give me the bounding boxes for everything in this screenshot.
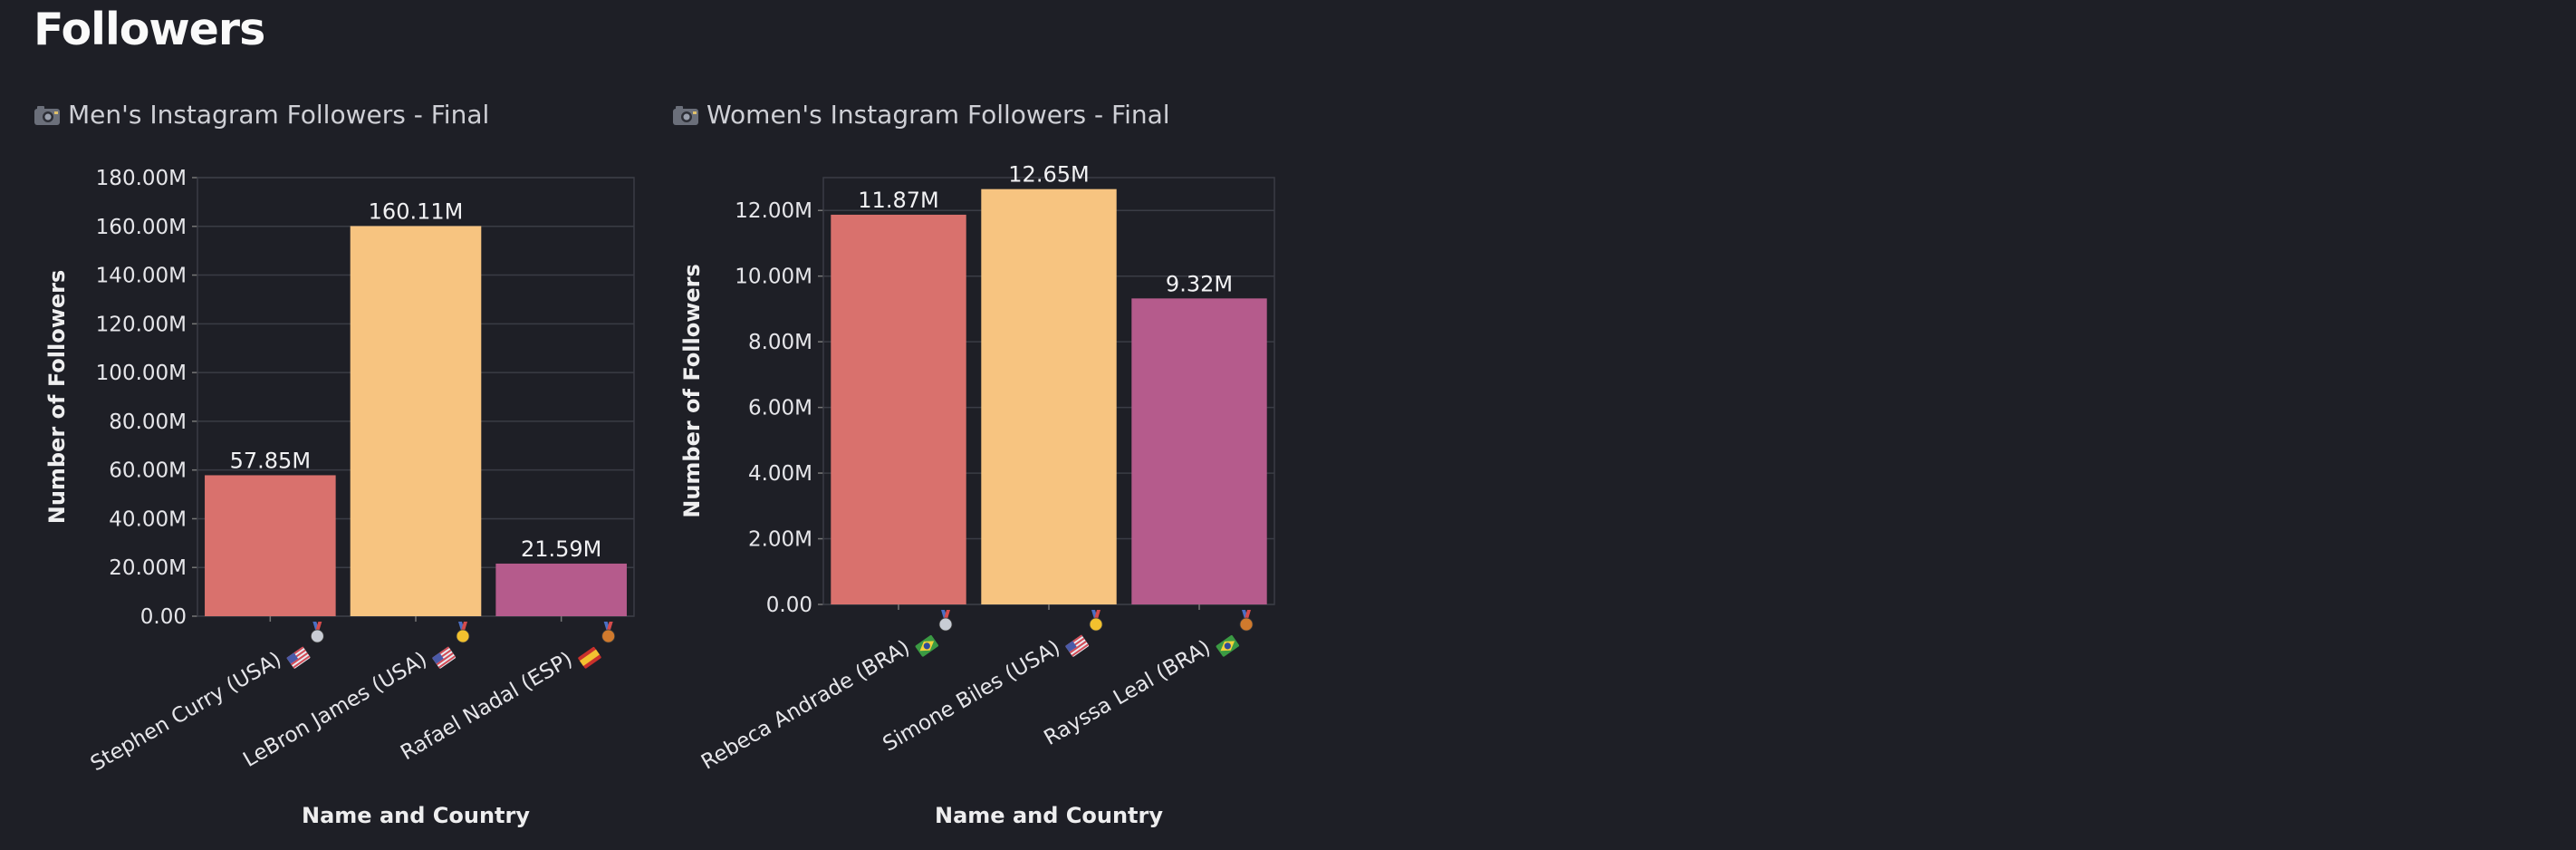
y-tick-label: 12.00M <box>735 199 812 223</box>
bar-value-label: 12.65M <box>1008 162 1089 188</box>
bar <box>205 475 336 616</box>
x-tick-label: Rebeca Andrade (BRA) <box>697 636 914 775</box>
us-flag-icon <box>286 646 311 669</box>
flag-stripe <box>1069 640 1087 654</box>
medal-disc <box>938 617 953 632</box>
y-tick-label: 20.00M <box>109 556 187 580</box>
flag-canton <box>432 652 444 664</box>
bar <box>981 188 1117 604</box>
y-tick-label: 60.00M <box>109 459 187 483</box>
medal-disc <box>1089 617 1103 632</box>
men-chart-block: Men's Instagram Followers - Final 0.00 20… <box>34 100 649 843</box>
women-chart-heading: Women's Instagram Followers - Final <box>672 100 1170 130</box>
y-axis-title: Number of Followers <box>679 264 705 518</box>
x-axis-title: Name and Country <box>302 803 530 828</box>
women-chart-block: Women's Instagram Followers - Final 0.00… <box>672 100 1306 843</box>
bar-value-label: 57.85M <box>230 448 311 473</box>
y-tick-label: 100.00M <box>96 362 187 385</box>
medal-disc <box>1239 617 1254 632</box>
women-followers-chart: 0.00 2.00M 4.00M 6.00M 8.00M 10.00M 12.00M 11.8… <box>679 162 1275 828</box>
y-tick-label: 0.00 <box>766 594 812 617</box>
y-tick-label: 6.00M <box>748 397 812 420</box>
medal-ribbon <box>944 610 950 619</box>
men-chart-title: Men's Instagram Followers - Final <box>68 100 490 130</box>
y-tick-label: 160.00M <box>96 216 187 239</box>
medal-disc <box>601 629 616 643</box>
gold-medal-icon <box>1089 610 1103 632</box>
y-tick-label: 40.00M <box>109 507 187 531</box>
y-tick-label: 0.00 <box>140 605 187 629</box>
x-axis: Rebeca Andrade (BRA)Simone Biles (USA)Ra… <box>697 604 1254 775</box>
x-tick-label: Rayssa Leal (BRA) <box>1040 636 1215 750</box>
bar-value-label: 160.11M <box>369 198 464 224</box>
medal-ribbon <box>315 622 322 631</box>
flag-stripe <box>290 652 309 666</box>
y-tick-label: 180.00M <box>96 167 187 190</box>
flag-stripe <box>293 655 311 669</box>
flag-canton <box>286 652 299 664</box>
medal-ribbon <box>1245 610 1251 619</box>
flag-canton <box>1065 641 1077 652</box>
flag-stripe <box>1071 643 1090 657</box>
bronze-medal-icon <box>601 622 616 643</box>
y-tick-label: 10.00M <box>735 266 812 289</box>
bars: 57.85M 160.11M 21.59M <box>205 198 627 616</box>
us-flag-icon <box>432 646 457 669</box>
x-axis-title: Name and Country <box>935 803 1163 828</box>
bar-value-label: 9.32M <box>1166 271 1233 296</box>
bar-value-label: 11.87M <box>858 188 938 213</box>
bronze-medal-icon <box>1239 610 1254 632</box>
flag-globe <box>923 642 930 650</box>
bar <box>831 214 966 604</box>
silver-medal-icon <box>310 622 324 643</box>
y-tick-label: 4.00M <box>748 462 812 486</box>
y-tick-label: 8.00M <box>748 331 812 354</box>
women-chart-title: Women's Instagram Followers - Final <box>706 100 1170 130</box>
page-title: Followers <box>34 4 265 55</box>
brazil-flag-icon <box>915 634 939 657</box>
spain-flag-icon <box>578 646 601 669</box>
flag-stripe <box>436 652 454 666</box>
medal-disc <box>456 629 470 643</box>
flag-globe <box>1224 642 1231 650</box>
flag-stripe <box>437 655 457 669</box>
bars: 11.87M 12.65M 9.32M <box>831 162 1267 604</box>
medal-ribbon <box>461 622 467 631</box>
men-chart-heading: Men's Instagram Followers - Final <box>34 100 489 130</box>
medal-disc <box>310 629 324 643</box>
silver-medal-icon <box>938 610 953 632</box>
y-tick-label: 80.00M <box>109 411 187 434</box>
medal-ribbon <box>606 622 613 631</box>
y-tick-label: 120.00M <box>96 313 187 336</box>
camera-icon <box>34 105 60 125</box>
gold-medal-icon <box>456 622 470 643</box>
camera-icon <box>673 105 698 125</box>
men-followers-chart: 0.00 20.00M 40.00M 60.00M 80.00M 100.00M 120.0… <box>44 167 635 828</box>
us-flag-icon <box>1065 634 1090 657</box>
bar <box>495 563 627 616</box>
bar-value-label: 21.59M <box>521 536 601 562</box>
x-axis: Stephen Curry (USA)LeBron James (USA)Raf… <box>87 616 616 776</box>
brazil-flag-icon <box>1216 634 1240 657</box>
y-tick-label: 140.00M <box>96 265 187 288</box>
flag-band <box>579 649 600 667</box>
medal-ribbon <box>1094 610 1101 619</box>
y-tick-label: 2.00M <box>748 528 812 552</box>
bar <box>1131 298 1267 604</box>
y-axis-title: Number of Followers <box>44 270 70 525</box>
bar <box>350 226 482 616</box>
